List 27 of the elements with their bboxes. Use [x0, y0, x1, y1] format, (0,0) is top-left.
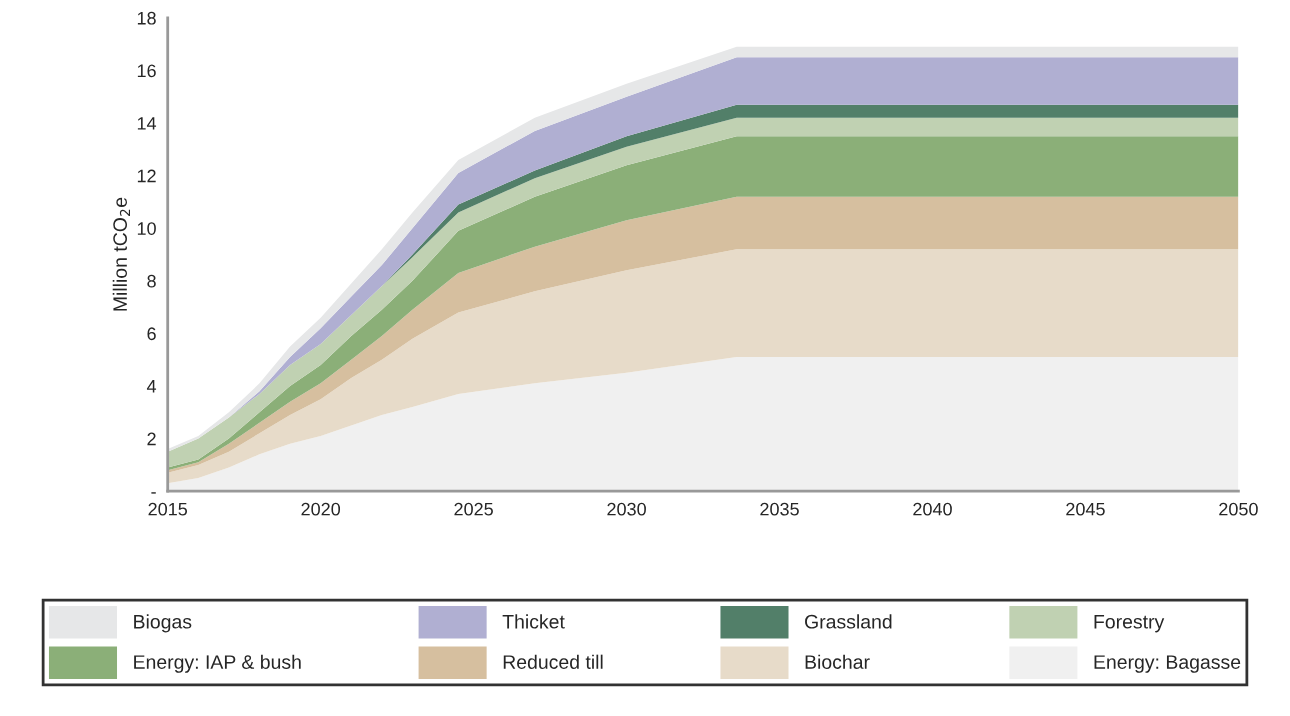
x-tick-label: 2050 — [1219, 502, 1258, 516]
legend-label: Energy: Bagasse — [1094, 655, 1241, 673]
x-tick-label: 2025 — [454, 502, 493, 516]
x-tick-label: 2045 — [1066, 502, 1105, 516]
x-tick-label: 2020 — [301, 502, 341, 516]
y-tick-label: 8 — [147, 274, 156, 288]
y-tick-label: 18 — [137, 11, 156, 25]
y-tick-label: 6 — [147, 327, 156, 341]
legend-label: Forestry — [1094, 615, 1165, 633]
legend-label: Reduced till — [503, 654, 603, 669]
y-tick-label: 2 — [147, 432, 156, 446]
legend-label: Thicket — [502, 614, 565, 629]
y-tick-label: 16 — [137, 64, 156, 78]
legend-label: Grassland — [805, 614, 892, 629]
y-tick-label: 10 — [137, 222, 156, 235]
x-tick-label: 2030 — [607, 502, 646, 516]
x-tick-label: 2015 — [148, 502, 188, 516]
y-axis-title: Million tCO$_{2}$e — [112, 197, 130, 311]
legend-label: Biogas — [134, 614, 192, 633]
x-tick-label: 2035 — [760, 502, 799, 516]
y-tick-label: - — [151, 492, 156, 494]
legend-label: Energy: IAP & bush — [134, 654, 301, 673]
y-tick-label: 12 — [137, 169, 156, 183]
legend-label: Biochar — [805, 654, 870, 669]
y-tick-label: 14 — [137, 117, 157, 130]
x-tick-label: 2040 — [913, 502, 952, 516]
y-tick-label: 4 — [146, 380, 157, 393]
